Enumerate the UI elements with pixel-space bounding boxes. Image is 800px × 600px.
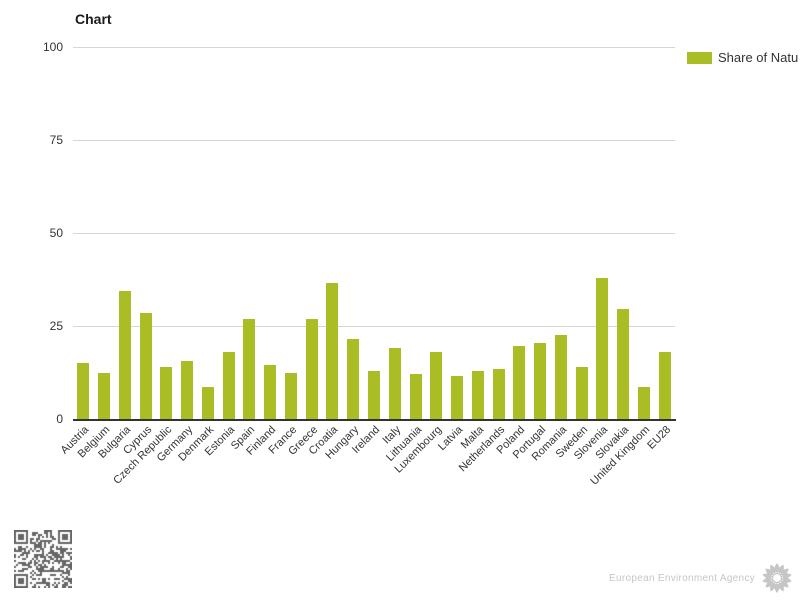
y-axis-tick-label: 50: [49, 226, 63, 240]
gridline-25: [73, 326, 675, 327]
footer-credit: European Environment Agency: [609, 572, 755, 584]
bar-italy[interactable]: [388, 348, 401, 419]
bar-czech-republic[interactable]: [160, 366, 173, 419]
bar-france[interactable]: [284, 372, 297, 419]
bar-greece[interactable]: [305, 318, 318, 419]
bar-slovakia[interactable]: [617, 309, 630, 419]
y-axis-tick-label: 25: [49, 319, 63, 333]
bar-belgium[interactable]: [98, 372, 111, 419]
legend-swatch-icon: [687, 51, 712, 64]
bar-poland[interactable]: [513, 346, 526, 419]
bar-latvia[interactable]: [451, 376, 464, 419]
gridline-75: [73, 140, 675, 141]
footer: European Environment Agency: [0, 561, 794, 595]
bar-lithuania[interactable]: [409, 374, 422, 419]
bar-netherlands[interactable]: [492, 368, 505, 419]
bar-estonia[interactable]: [222, 352, 235, 419]
chart-title: Chart: [75, 11, 112, 27]
y-axis-tick-label: 0: [56, 412, 63, 426]
bar-hungary[interactable]: [347, 339, 360, 419]
bar-germany[interactable]: [181, 361, 194, 419]
bar-ireland[interactable]: [368, 370, 380, 419]
qr-code-icon: [14, 530, 72, 588]
bar-slovenia[interactable]: [596, 277, 609, 419]
bar-luxembourg[interactable]: [430, 352, 443, 419]
bar-eu28[interactable]: [658, 352, 671, 419]
bar-romania[interactable]: [554, 335, 567, 419]
bar-denmark[interactable]: [201, 387, 214, 419]
y-axis-tick-label: 75: [49, 133, 63, 147]
bar-bulgaria[interactable]: [118, 290, 131, 419]
bar-spain[interactable]: [243, 318, 256, 419]
legend-label: Share of Natu: [718, 50, 799, 65]
bar-united-kingdom[interactable]: [637, 387, 650, 419]
legend-item[interactable]: Share of Natu: [687, 50, 798, 65]
bar-croatia[interactable]: [326, 283, 339, 419]
gridline-100: [73, 47, 675, 48]
y-axis-tick-label: 100: [42, 40, 63, 54]
x-axis-line: [73, 419, 676, 421]
bar-portugal[interactable]: [534, 342, 547, 419]
bar-sweden[interactable]: [575, 366, 588, 419]
bar-malta[interactable]: [471, 370, 484, 419]
bar-cyprus[interactable]: [139, 312, 152, 419]
bar-finland[interactable]: [264, 365, 277, 419]
gridline-50: [73, 233, 675, 234]
eea-sunflower-icon: [762, 563, 792, 593]
bar-austria[interactable]: [77, 363, 90, 419]
